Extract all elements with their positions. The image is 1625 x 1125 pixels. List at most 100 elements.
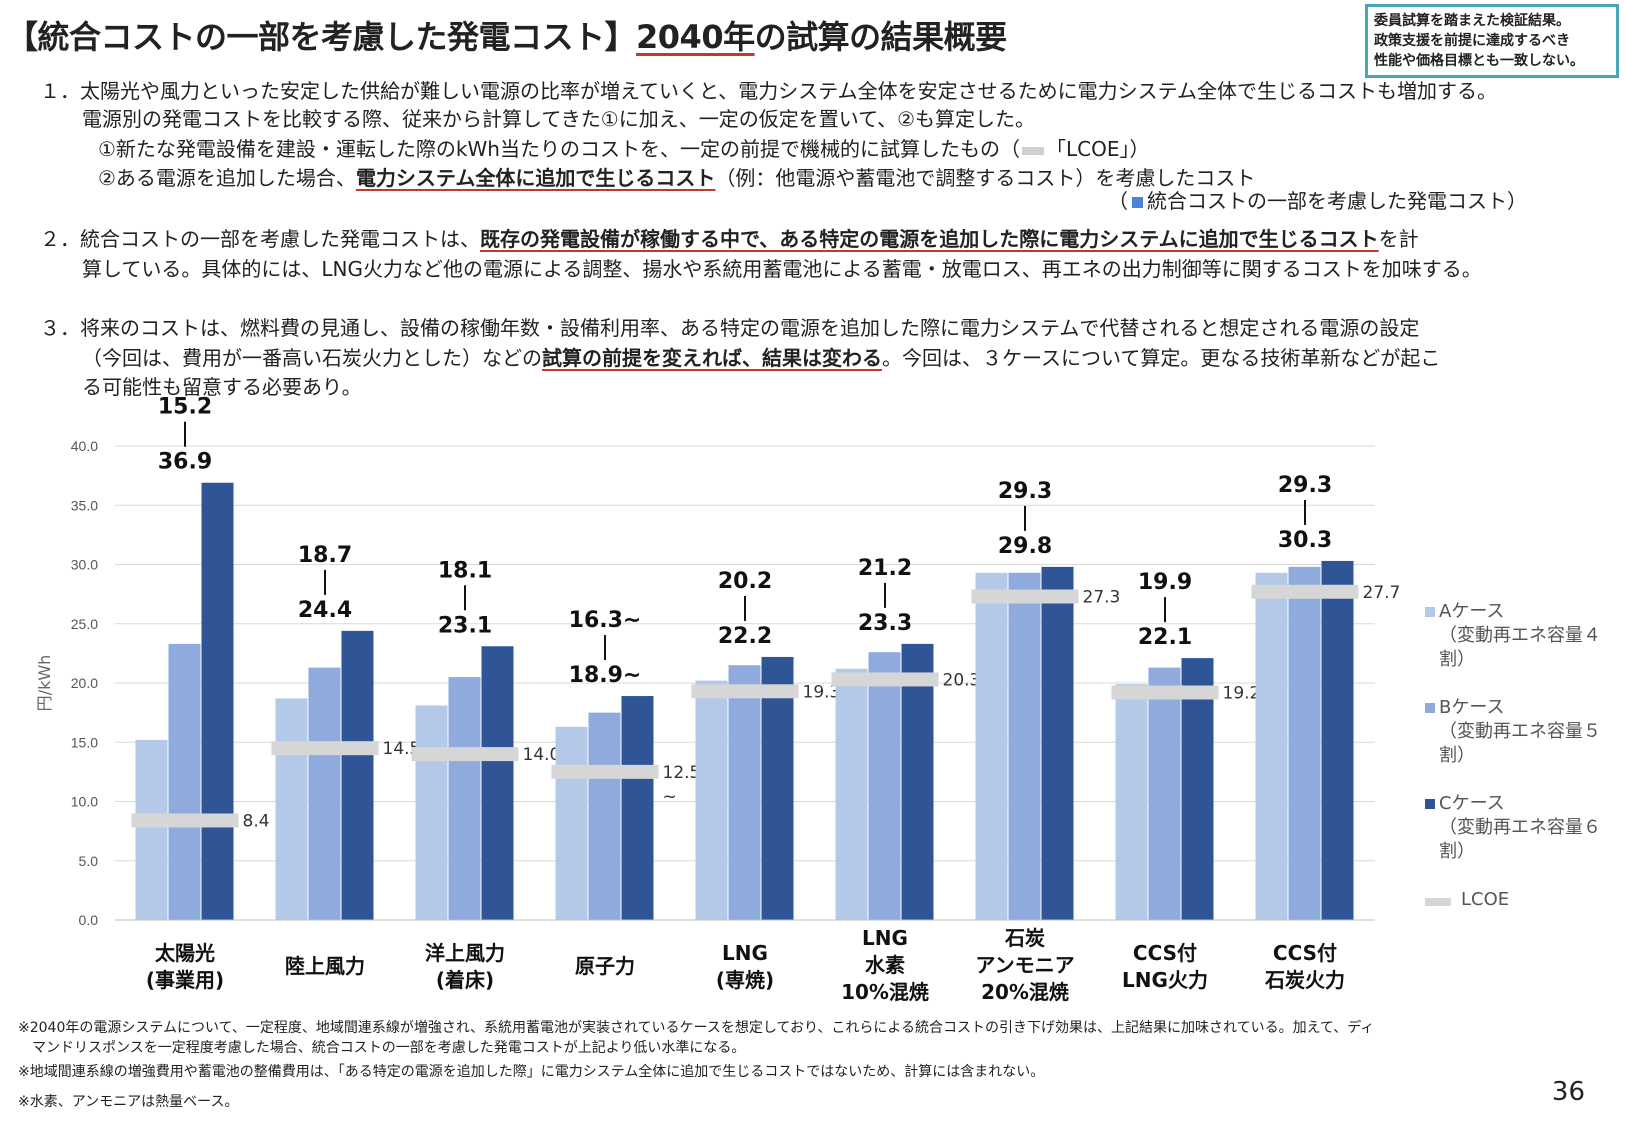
bar-c — [1041, 566, 1074, 920]
lcoe-label: 20.3 — [943, 670, 981, 690]
bar-b — [728, 665, 761, 920]
x-category-label: 洋上風力 — [425, 941, 505, 965]
bar-a — [835, 668, 868, 920]
x-category-label: 10%混焼 — [841, 980, 929, 1004]
bar-a — [1255, 572, 1288, 920]
legend-item-lcoe: LCOE — [1425, 888, 1625, 912]
range-label-low: 18.7 — [298, 543, 352, 568]
range-label-high: 29.8 — [998, 534, 1052, 559]
lcoe-label: 27.7 — [1363, 583, 1401, 603]
bar-b — [168, 643, 201, 920]
legend-swatch-c — [1425, 799, 1435, 809]
range-label-high: 23.1 — [438, 613, 492, 638]
legend-item-c: Cケース （変動再エネ容量６割） — [1425, 792, 1625, 864]
note-box: 委員試算を踏まえた検証結果。 政策支援を前提に達成するべき 性能や価格目標とも一… — [1365, 4, 1619, 78]
x-category-label: CCS付 — [1273, 941, 1337, 965]
range-label-low: 18.1 — [438, 558, 492, 583]
bar-c — [901, 643, 934, 920]
footnote-3: ※水素、アンモニアは熱量ベース。 — [18, 1094, 239, 1110]
lcoe-label: 19.2 — [1223, 683, 1261, 703]
bar-c — [1321, 560, 1354, 920]
range-label-low: 20.2 — [718, 569, 772, 594]
lcoe-label: 14.5 — [383, 739, 421, 759]
x-category-label: 石炭 — [1004, 926, 1045, 950]
x-category-label: アンモニア — [975, 953, 1074, 977]
range-label-high: 22.1 — [1138, 625, 1192, 650]
legend-swatch-b — [1425, 703, 1435, 713]
bar-a — [275, 698, 308, 920]
y-tick-label: 35.0 — [71, 497, 98, 513]
lcoe-swatch-icon — [1021, 146, 1044, 155]
lcoe-marker — [691, 684, 799, 699]
x-category-label: 20%混焼 — [981, 980, 1069, 1004]
lcoe-marker — [1111, 685, 1219, 700]
x-category-label: 原子力 — [575, 954, 635, 978]
range-label-low: 29.3 — [998, 479, 1052, 504]
y-tick-label: 20.0 — [71, 675, 98, 691]
bar-c — [621, 696, 654, 920]
y-tick-label: 5.0 — [79, 853, 99, 869]
lcoe-marker — [971, 589, 1079, 604]
bar-c — [1181, 658, 1214, 920]
lcoe-label: 8.4 — [243, 811, 270, 831]
bar-b — [308, 667, 341, 920]
bar-c — [481, 646, 514, 920]
bar-a — [135, 739, 168, 920]
legend-swatch-lcoe — [1425, 898, 1451, 906]
footnote-1: ※2040年の電源システムについて、一定程度、地域間連系線が増強され、系統用蓄電… — [18, 1020, 1375, 1056]
range-label-high: 24.4 — [298, 598, 352, 623]
range-label-low: 21.2 — [858, 556, 912, 581]
bar-b — [1008, 572, 1041, 920]
bar-c — [341, 630, 374, 920]
lcoe-label: ~ — [663, 787, 677, 807]
bar-b — [1148, 667, 1181, 920]
bar-b — [868, 652, 901, 920]
bar-a — [1115, 684, 1148, 920]
range-label-low: 29.3 — [1278, 473, 1332, 498]
legend-item-a: Aケース （変動再エネ容量４割） — [1425, 600, 1625, 672]
bar-a — [555, 726, 588, 920]
x-category-label: (事業用) — [146, 968, 224, 992]
page-number: 36 — [1551, 1077, 1585, 1107]
lcoe-marker — [131, 813, 239, 828]
chart-legend: Aケース （変動再エネ容量４割） Bケース （変動再エネ容量５割） Cケース （変動再… — [1425, 600, 1625, 936]
bar-c — [761, 656, 794, 920]
page-title: 【統合コストの一部を考慮した発電コスト】2040年の試算の結果概要 — [6, 18, 1007, 56]
y-axis-label: 円/kWh — [35, 655, 54, 712]
x-category-label: LNG — [862, 926, 908, 950]
x-category-label: 石炭火力 — [1264, 968, 1345, 992]
x-category-label: CCS付 — [1133, 941, 1197, 965]
lcoe-label: 27.3 — [1083, 587, 1121, 607]
y-tick-label: 40.0 — [71, 438, 98, 454]
x-category-label: (専焼) — [716, 968, 774, 992]
lcoe-label: 14.0 — [523, 745, 561, 765]
bar-b — [448, 677, 481, 920]
range-label-high: 23.3 — [858, 611, 912, 636]
y-tick-label: 30.0 — [71, 557, 98, 573]
legend-item-b: Bケース （変動再エネ容量５割） — [1425, 696, 1625, 768]
range-label-high: 36.9 — [158, 450, 212, 475]
x-category-label: 陸上風力 — [285, 954, 365, 978]
x-category-label: 水素 — [865, 953, 905, 977]
lcoe-marker — [831, 672, 939, 687]
range-label-low: 16.3~ — [569, 608, 642, 633]
lcoe-marker — [271, 741, 379, 756]
bar-chart: 0.0 5.0 10.0 15.0 20.0 25.0 30.0 35.0 40.0 円/kWh 8… — [35, 395, 1401, 1004]
range-label-high: 18.9~ — [569, 663, 642, 688]
range-label-low: 15.2 — [158, 395, 212, 420]
x-category-label: 太陽光 — [155, 941, 215, 965]
lcoe-label: 19.3 — [803, 682, 841, 702]
lcoe-label: 12.5 — [663, 763, 701, 783]
bar-a — [975, 572, 1008, 920]
range-label-high: 30.3 — [1278, 528, 1332, 553]
y-tick-label: 15.0 — [71, 734, 98, 750]
x-category-label: LNG火力 — [1122, 968, 1208, 992]
bar-b — [588, 712, 621, 920]
y-tick-label: 25.0 — [71, 616, 98, 632]
x-category-label: (着床) — [436, 968, 494, 992]
y-tick-label: 0.0 — [79, 912, 99, 928]
range-label-high: 22.2 — [718, 624, 772, 649]
bar-a — [415, 705, 448, 920]
bar-b — [1288, 566, 1321, 920]
lcoe-marker — [411, 747, 519, 762]
